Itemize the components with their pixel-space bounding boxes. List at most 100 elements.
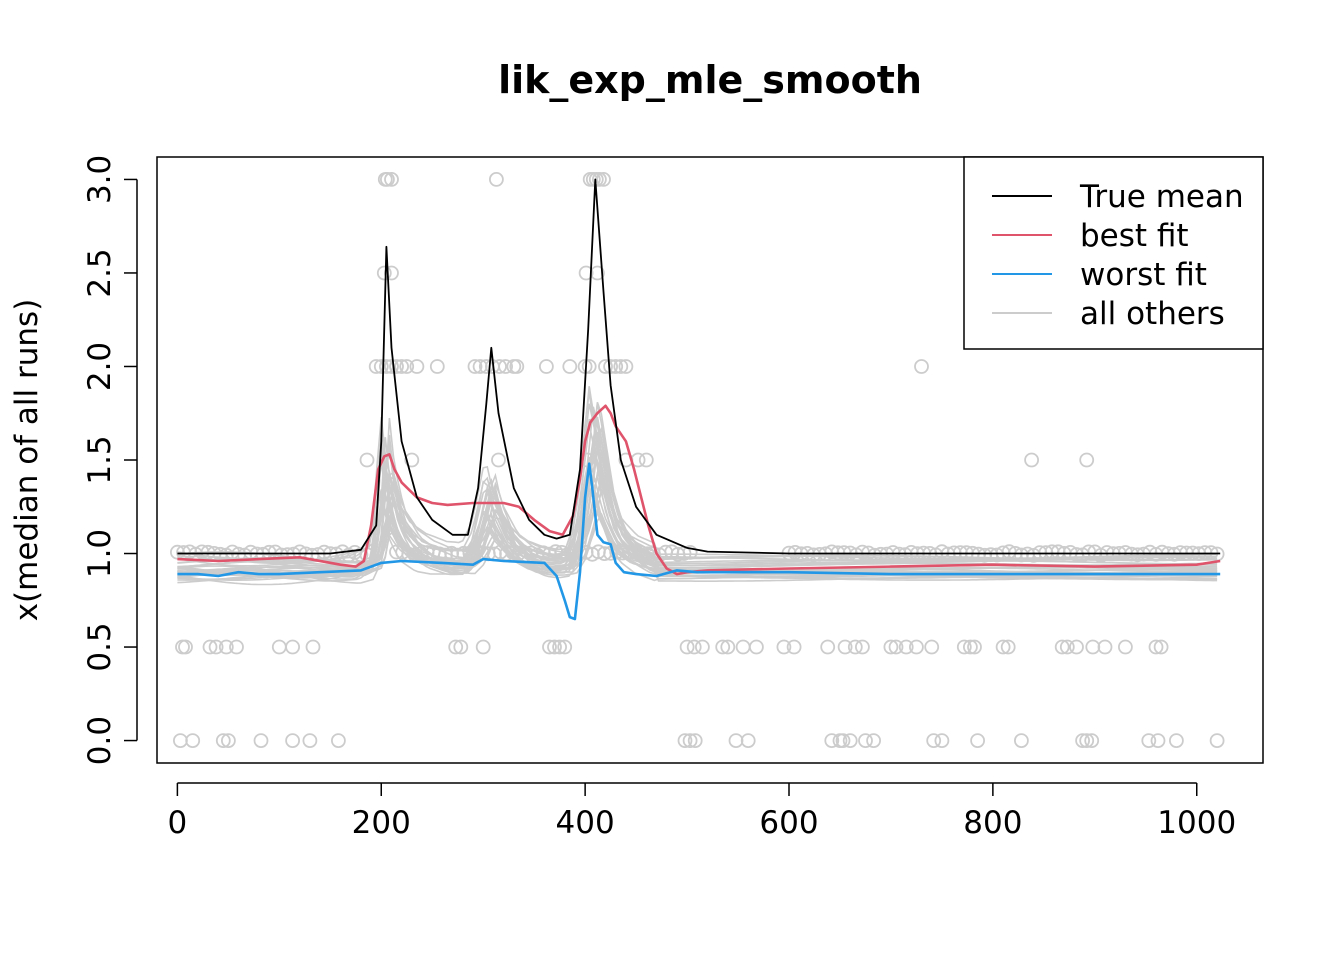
data-point xyxy=(837,639,853,655)
data-point xyxy=(956,639,972,655)
data-point xyxy=(1069,639,1084,655)
others-series-line xyxy=(177,416,1218,586)
chart-title: lik_exp_mle_smooth xyxy=(498,58,922,102)
y-tick-label: 3.0 xyxy=(82,155,118,204)
y-tick-label: 1.5 xyxy=(82,435,118,484)
data-point xyxy=(740,733,756,748)
legend-label: True mean xyxy=(1079,179,1244,215)
plot-area xyxy=(169,171,1225,748)
data-point xyxy=(824,733,840,748)
data-point xyxy=(1150,733,1166,748)
data-point xyxy=(749,639,764,655)
others-series-line xyxy=(177,456,1218,576)
data-point xyxy=(1079,733,1095,748)
legend-label: best fit xyxy=(1080,218,1189,254)
data-point xyxy=(1153,639,1169,655)
data-point xyxy=(596,171,611,187)
data-point xyxy=(963,639,978,655)
data-point xyxy=(208,639,224,655)
data-point xyxy=(909,639,924,655)
data-point xyxy=(453,639,469,655)
x-tick-label: 400 xyxy=(556,805,615,841)
data-point xyxy=(883,639,899,655)
data-point xyxy=(866,733,881,748)
data-point xyxy=(858,733,873,748)
data-point xyxy=(581,359,597,374)
data-point xyxy=(399,359,415,374)
data-point xyxy=(467,359,483,374)
data-point xyxy=(592,171,607,187)
true-mean-line xyxy=(177,178,1221,555)
data-point xyxy=(178,639,193,655)
y-axis-label: x(median of all runs) xyxy=(9,299,45,622)
data-point xyxy=(1118,639,1133,655)
data-point xyxy=(285,639,301,655)
data-point xyxy=(1148,639,1164,655)
x-tick-label: 1000 xyxy=(1157,805,1236,841)
data-point xyxy=(429,359,445,374)
y-tick-label: 2.5 xyxy=(82,248,118,297)
data-point xyxy=(820,639,836,655)
x-tick-label: 600 xyxy=(759,805,818,841)
x-tick-label: 0 xyxy=(168,805,188,841)
data-point xyxy=(1024,452,1039,468)
data-point xyxy=(926,733,942,748)
plot-layer xyxy=(169,171,1225,748)
x-tick-label: 200 xyxy=(352,805,411,841)
data-point xyxy=(448,639,464,655)
data-point xyxy=(715,639,731,655)
data-point xyxy=(687,733,703,748)
data-point xyxy=(557,639,573,655)
data-point xyxy=(682,545,698,560)
data-point xyxy=(598,359,613,374)
data-point xyxy=(682,733,698,748)
data-point xyxy=(218,639,234,655)
y-tick-label: 1.0 xyxy=(82,529,118,578)
data-point xyxy=(914,359,929,374)
worst-fit-line xyxy=(177,462,1221,621)
data-point xyxy=(855,639,870,655)
data-point xyxy=(786,639,802,655)
data-point xyxy=(1000,639,1016,655)
data-point xyxy=(1209,733,1225,748)
legend-label: all others xyxy=(1080,296,1225,332)
data-point xyxy=(552,639,567,655)
data-point xyxy=(847,639,863,655)
data-point xyxy=(562,359,578,374)
data-point xyxy=(1141,733,1157,748)
data-point xyxy=(305,639,321,655)
data-point xyxy=(1059,639,1075,655)
data-point xyxy=(359,452,375,468)
data-point xyxy=(924,639,940,655)
data-point xyxy=(547,639,562,655)
data-point xyxy=(1075,733,1090,748)
data-point xyxy=(202,639,218,655)
data-point xyxy=(1054,639,1070,655)
data-point xyxy=(498,359,514,374)
data-point xyxy=(776,639,792,655)
data-point xyxy=(720,639,736,655)
y-tick-label: 0.0 xyxy=(82,716,118,765)
data-point xyxy=(394,359,410,374)
data-point xyxy=(1079,452,1095,468)
legend-box xyxy=(963,156,1264,350)
axes: 0 200 400 600 800 1000 0.0 0.5 1.0 1.5 2.0 2.5 3.0 xyxy=(82,155,1264,841)
data-point xyxy=(835,733,851,748)
data-point xyxy=(229,639,244,655)
data-point xyxy=(185,733,201,748)
data-point xyxy=(1097,639,1113,655)
y-tick-label: 2.0 xyxy=(82,342,118,391)
data-point xyxy=(475,639,491,655)
data-point xyxy=(384,171,399,187)
data-point xyxy=(215,733,231,748)
data-point xyxy=(285,733,301,748)
legend-label: worst fit xyxy=(1080,257,1207,293)
data-point xyxy=(379,171,395,187)
data-point xyxy=(253,733,269,748)
plot-box xyxy=(156,156,1264,764)
data-point xyxy=(404,452,420,468)
data-point xyxy=(888,639,904,655)
data-point xyxy=(373,359,389,374)
